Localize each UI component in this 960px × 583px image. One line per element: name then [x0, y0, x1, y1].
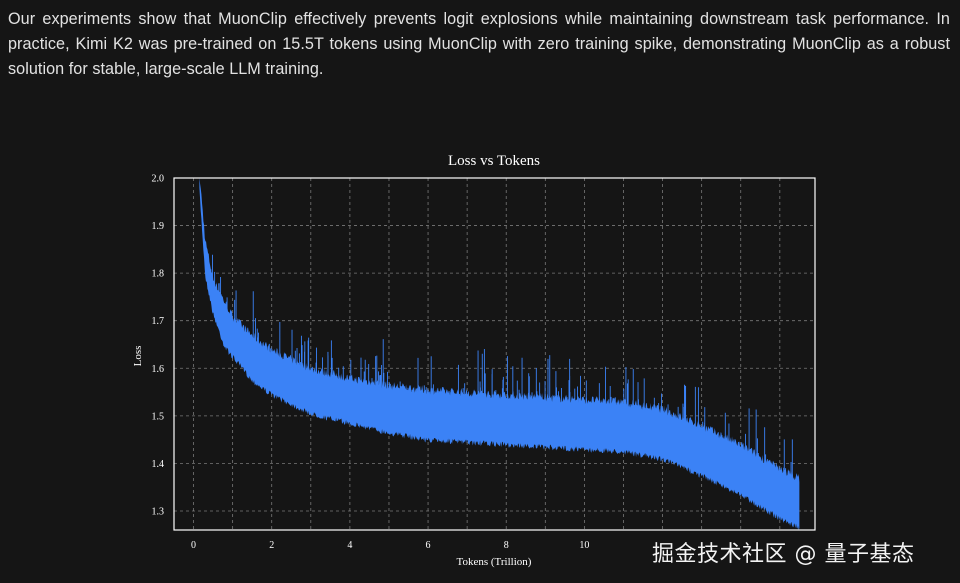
x-tick-label: 10 — [579, 540, 589, 551]
y-tick-label: 1.5 — [152, 411, 165, 422]
x-tick-label: 8 — [504, 540, 509, 551]
y-axis-label: Loss — [132, 346, 144, 367]
x-axis-label: Tokens (Trillion) — [457, 556, 532, 568]
series-loss-band — [199, 178, 800, 530]
y-tick-label: 1.7 — [152, 316, 165, 327]
watermark: 掘金技术社区 @ 量子基态 — [652, 542, 915, 567]
plot-frame — [173, 177, 816, 531]
y-tick-label: 1.3 — [152, 506, 165, 517]
x-tick-label: 6 — [426, 540, 431, 551]
y-tick-label: 1.4 — [152, 459, 165, 470]
y-axis-ticks: 1.3 1.4 1.5 1.6 1.7 1.8 1.9 2.0 — [152, 174, 165, 518]
y-tick-label: 1.8 — [152, 269, 165, 280]
x-tick-label: 4 — [347, 540, 352, 551]
y-tick-label: 1.6 — [152, 364, 165, 375]
y-tick-label: 2.0 — [152, 174, 165, 185]
chart-title: Loss vs Tokens — [448, 153, 540, 169]
chart-series — [199, 178, 800, 530]
intro-paragraph: Our experiments show that MuonClip effec… — [8, 10, 950, 78]
series-loss-spikes — [210, 254, 798, 482]
x-tick-label: 0 — [191, 540, 196, 551]
y-tick-label: 1.9 — [152, 221, 165, 232]
x-axis-ticks: 0 2 4 6 8 10 — [191, 540, 589, 551]
x-tick-label: 2 — [269, 540, 274, 551]
